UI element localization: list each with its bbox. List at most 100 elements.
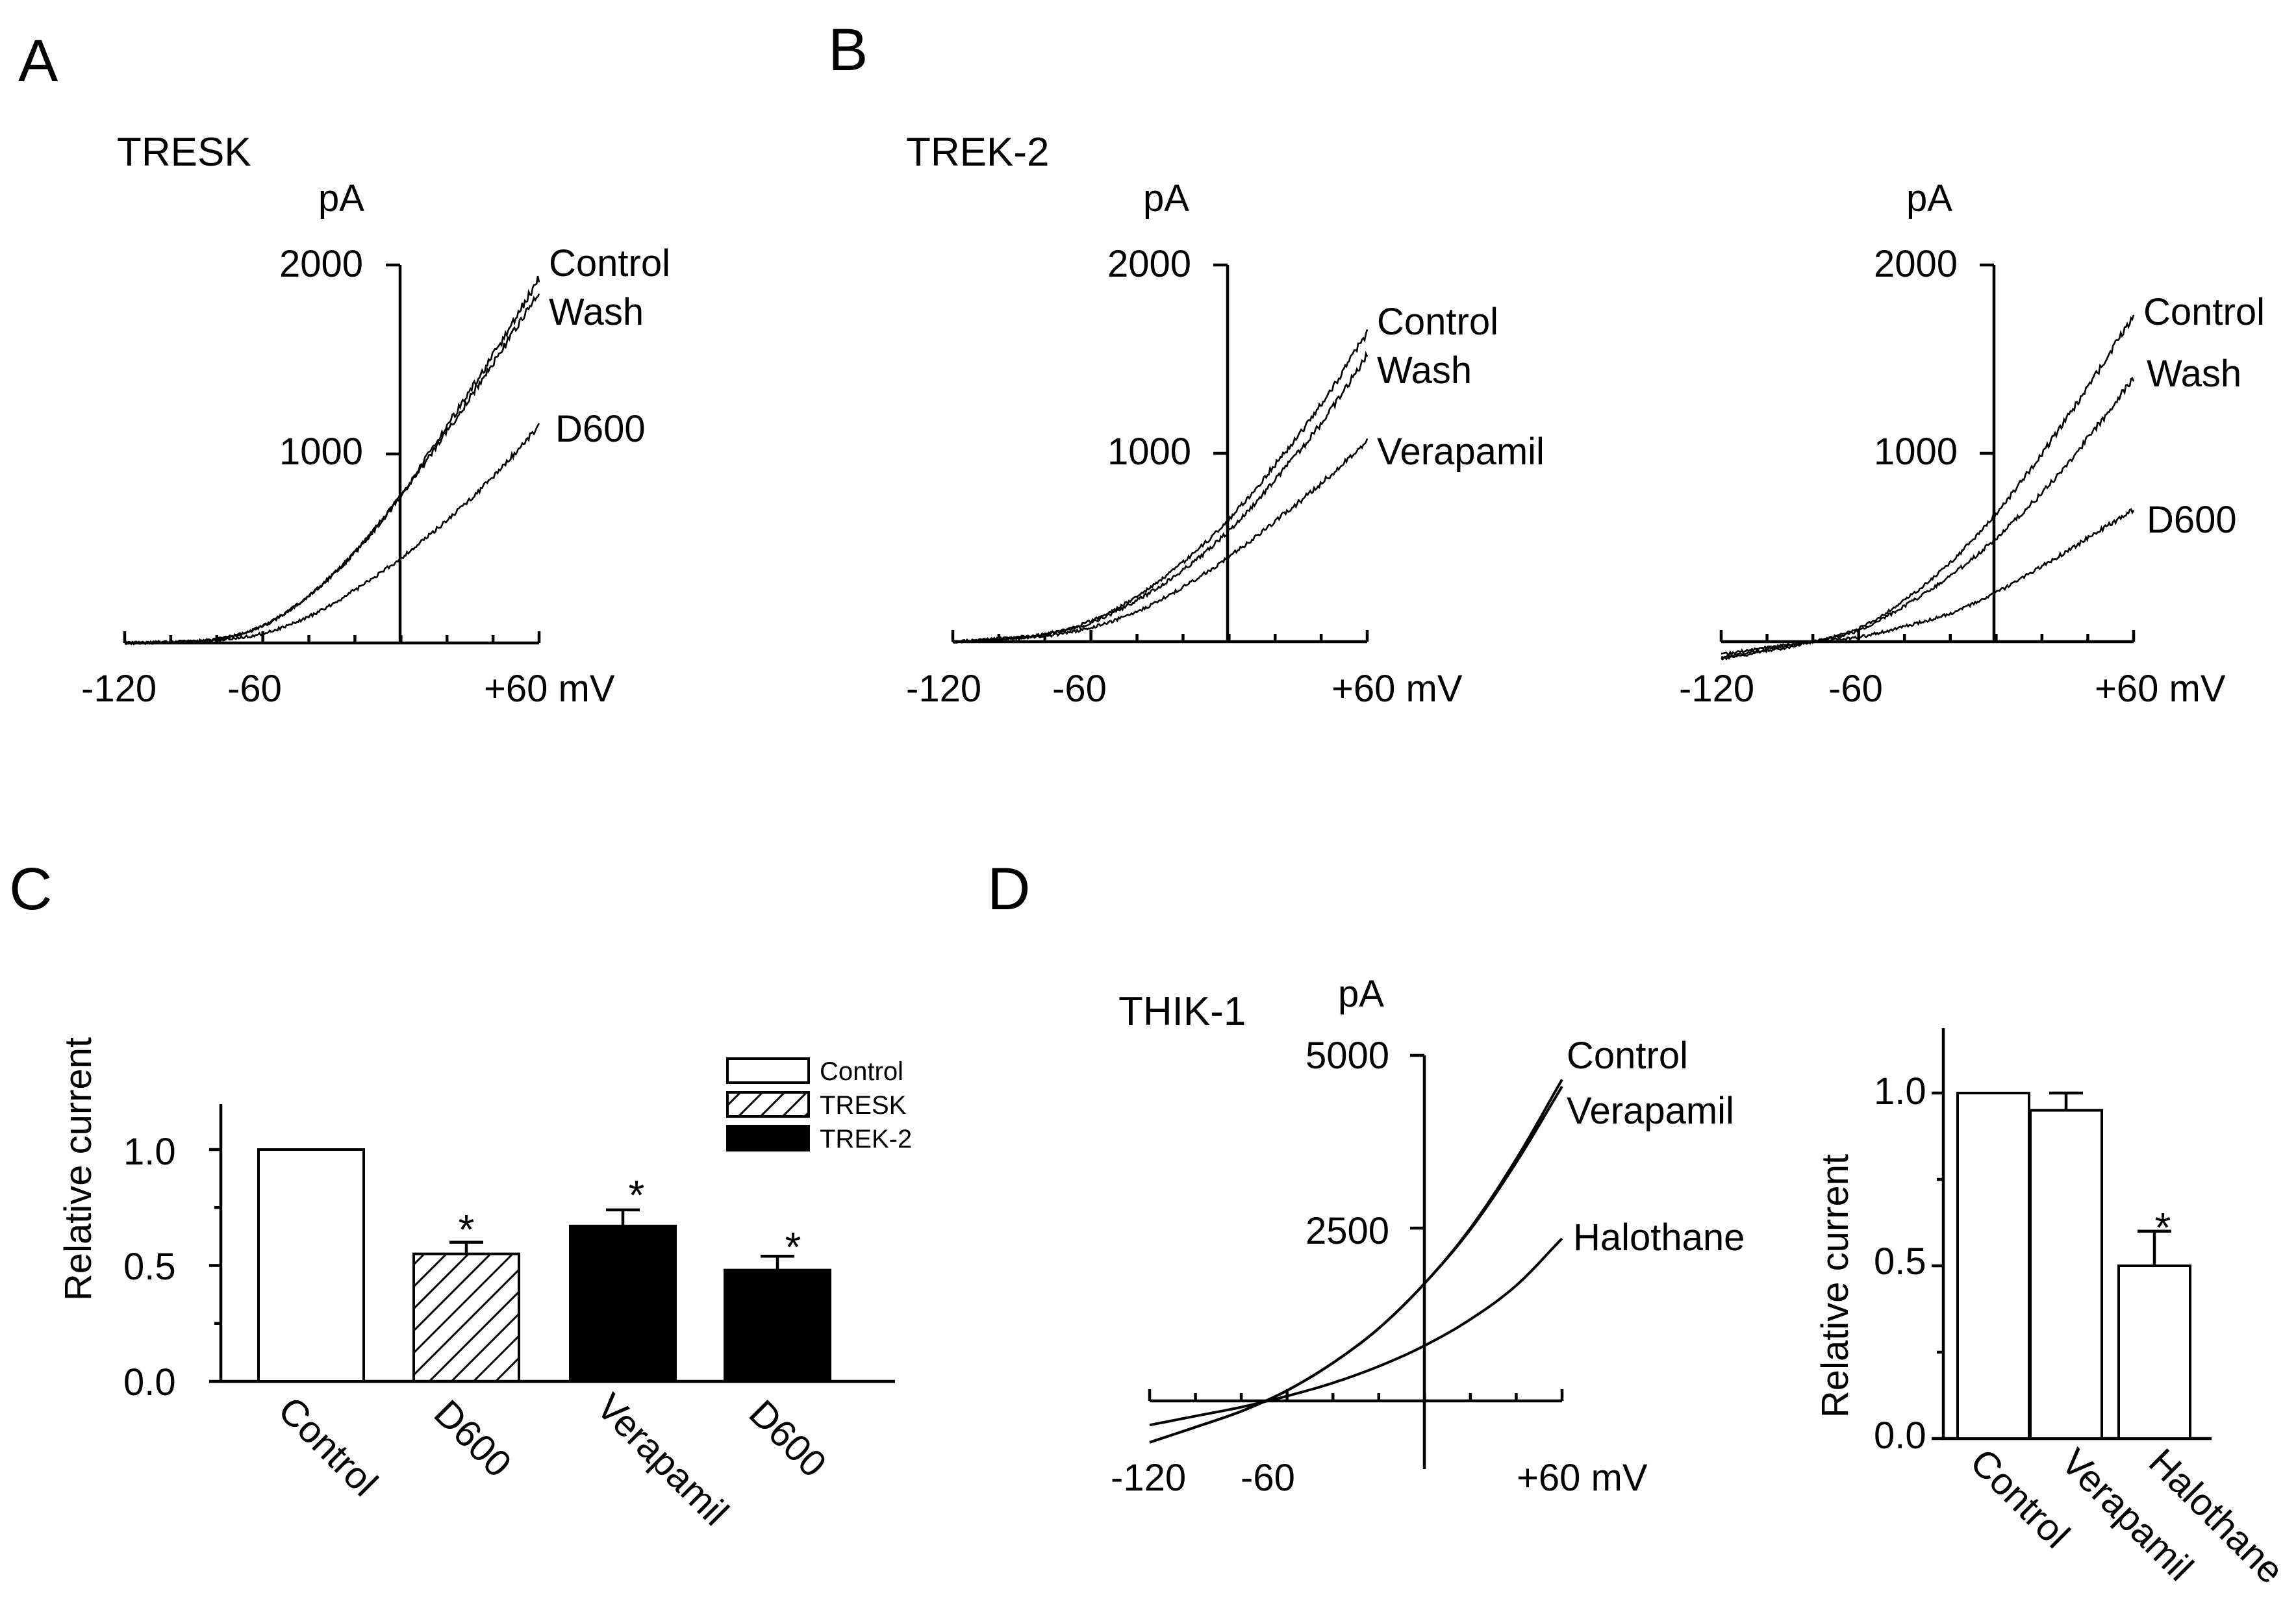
d2-bar-verapamil (2029, 1109, 2103, 1440)
panel-c-ytick-1-0: 1.0 (123, 1131, 176, 1173)
panel-d2-ticks (1932, 1091, 1943, 1441)
d1-trace-halothane (1149, 1237, 1563, 1427)
c-bar-verapamil (569, 1224, 677, 1383)
legend-label-control: Control (820, 1057, 903, 1086)
panel-c-star-verapamil: * (629, 1172, 645, 1218)
panel-a-title: TRESK (117, 130, 251, 175)
panel-c-legend: Control TRESK TREK-2 (726, 1057, 912, 1153)
panel-b1-xtick-neg120: -120 (906, 668, 981, 710)
panel-b1-label-wash: Wash (1377, 349, 1472, 392)
a-trace-d600 (124, 423, 540, 646)
b2-trace-control (1721, 314, 2135, 659)
c-bar-d600 (412, 1252, 520, 1383)
panel-label-d: D (987, 856, 1030, 922)
panel-b1-y-unit: pA (1143, 177, 1189, 220)
panel-b2-traces (1721, 314, 2135, 661)
d1-trace-verapamil (1149, 1085, 1563, 1444)
panel-b1-ytick-1000: 1000 (1107, 431, 1191, 473)
panel-a-traces (124, 275, 540, 646)
panel-d2-bars (1956, 1091, 2191, 1440)
panel-d1-label-control: Control (1567, 1035, 1688, 1077)
panel-b2-label-d600: D600 (2147, 499, 2237, 541)
panel-b2-ytick-2000: 2000 (1874, 243, 1958, 285)
panel-label-a: A (18, 28, 58, 94)
panel-b1-xtick-neg60: -60 (1052, 668, 1107, 710)
panel-c-xlabel-d600-trek2: D600 (741, 1392, 835, 1485)
d2-bar-control (1956, 1092, 2030, 1440)
panel-d2-ytick-0-5: 0.5 (1874, 1240, 1926, 1283)
panel-b1-label-control: Control (1377, 301, 1498, 343)
panel-b1-traces (952, 329, 1369, 644)
legend-swatch-trek2 (726, 1125, 810, 1151)
panel-c-xlabel-d600-tresk: D600 (426, 1392, 520, 1485)
c-bar-control (257, 1148, 365, 1383)
panel-d1-xtick-neg120: -120 (1111, 1457, 1186, 1499)
panel-d-title: THIK-1 (1118, 989, 1246, 1034)
panel-d2-star-halothane: * (2155, 1204, 2171, 1251)
d1-trace-control (1149, 1079, 1563, 1444)
panel-d1-xtick-pos60: +60 mV (1517, 1457, 1648, 1499)
b1-trace-verapamil (952, 438, 1369, 644)
panel-d1-label-verapamil: Verapamil (1567, 1090, 1734, 1132)
panel-b1-ytick-2000: 2000 (1107, 243, 1191, 285)
panel-d1-label-halothane: Halothane (1573, 1216, 1745, 1259)
panel-b2-xtick-neg120: -120 (1679, 668, 1754, 710)
panel-d-right: Relative current 1.0 0.5 0.0 Control Ver… (1814, 1028, 2292, 1592)
panel-a: A TRESK pA -120 -60 +60 mV 2000 1000 Con… (18, 28, 670, 710)
panel-a-label-wash: Wash (549, 291, 644, 333)
panel-c-xlabel-control: Control (270, 1389, 386, 1504)
panel-b2-xtick-pos60: +60 mV (2095, 668, 2226, 710)
panel-b-right: pA -120 -60 +60 mV 2000 1000 Control Was… (1679, 177, 2265, 710)
b1-trace-wash (952, 351, 1369, 643)
panel-b2-ytick-1000: 1000 (1874, 431, 1958, 473)
b2-trace-d600 (1721, 508, 2135, 657)
panel-d2-ytick-0-0: 0.0 (1874, 1415, 1926, 1457)
legend-swatch-tresk (726, 1091, 810, 1118)
b1-trace-control (952, 329, 1369, 644)
panel-c-star-d600-trek2: * (785, 1224, 801, 1270)
panel-c: C Relative current 1.0 0.5 0.0 Control D… (9, 856, 912, 1534)
panel-d1-y-unit: pA (1338, 973, 1384, 1015)
panel-a-label-control: Control (549, 242, 670, 284)
panel-b1-xtick-pos60: +60 mV (1331, 668, 1463, 710)
panel-b-title: TREK-2 (906, 130, 1049, 175)
panel-c-star-d600-tresk: * (459, 1206, 475, 1253)
panel-b2-label-control: Control (2143, 291, 2265, 333)
panel-c-ytick-0-0: 0.0 (123, 1361, 176, 1403)
panel-b2-label-wash: Wash (2147, 353, 2241, 395)
panel-a-ytick-1000: 1000 (279, 431, 363, 473)
panel-d2-xlabel-control: Control (1962, 1441, 2078, 1556)
panel-d-left: D THIK-1 pA -120 -60 +60 mV 5000 2500 Co… (987, 856, 1745, 1499)
panel-b2-xtick-neg60: -60 (1828, 668, 1883, 710)
legend-label-trek2: TREK-2 (820, 1125, 912, 1153)
panel-b-left: B TREK-2 pA -120 -60 +60 mV 2000 1000 Co… (828, 17, 1545, 710)
panel-c-y-label: Relative current (57, 1037, 99, 1301)
panel-a-xtick-neg120: -120 (81, 668, 157, 710)
panel-d2-ytick-1-0: 1.0 (1874, 1070, 1926, 1113)
panel-c-xlabel-verapamil: Verapamil (588, 1385, 737, 1533)
panel-c-ticks (209, 1148, 221, 1383)
d2-bar-halothane (2117, 1264, 2191, 1440)
legend-swatch-control (726, 1057, 810, 1084)
panel-b2-ticks (1719, 263, 2136, 642)
panel-a-y-unit: pA (318, 177, 364, 220)
panel-c-ytick-0-5: 0.5 (123, 1246, 176, 1288)
panel-d1-ytick-2500: 2500 (1306, 1210, 1389, 1252)
panel-a-ytick-2000: 2000 (279, 243, 363, 285)
panel-a-xtick-neg60: -60 (227, 668, 282, 710)
panel-b1-ticks (951, 263, 1369, 642)
panel-d1-traces (1149, 1079, 1563, 1444)
panel-label-c: C (9, 856, 52, 922)
panel-a-label-d600: D600 (555, 408, 646, 450)
panel-label-b: B (828, 17, 868, 83)
panel-d1-xtick-neg60: -60 (1241, 1457, 1295, 1499)
panel-d2-y-label: Relative current (1814, 1154, 1856, 1418)
panel-c-bars (257, 1148, 831, 1383)
panel-b1-label-verapamil: Verapamil (1377, 431, 1545, 473)
c-bar-d600 (724, 1268, 831, 1383)
panel-d1-ytick-5000: 5000 (1306, 1035, 1389, 1077)
panel-b2-y-unit: pA (1906, 177, 1952, 220)
panel-a-xtick-pos60: +60 mV (484, 668, 615, 710)
b2-trace-wash (1721, 377, 2135, 661)
